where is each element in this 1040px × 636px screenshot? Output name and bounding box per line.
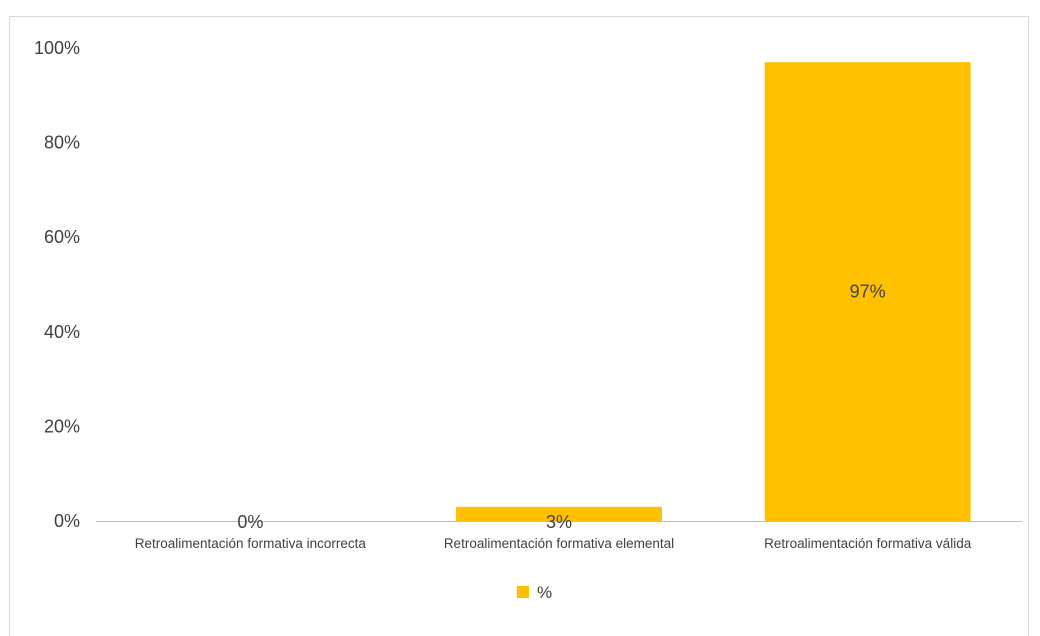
bar bbox=[764, 62, 971, 521]
x-category-label: Retroalimentación formativa incorrecta bbox=[135, 536, 367, 551]
data-label: 0% bbox=[237, 512, 263, 532]
x-axis-categories: Retroalimentación formativa incorrecta Re… bbox=[135, 536, 972, 551]
x-category-label: Retroalimentación formativa válida bbox=[764, 536, 972, 551]
y-tick-label: 100% bbox=[34, 38, 80, 58]
bars bbox=[456, 62, 971, 521]
y-tick-label: 80% bbox=[44, 133, 80, 153]
bar-chart: 0% 20% 40% 60% 80% 100% Retroalimentación for… bbox=[34, 38, 1022, 602]
data-label: 3% bbox=[546, 512, 572, 532]
data-label: 97% bbox=[850, 282, 886, 302]
y-tick-label: 40% bbox=[44, 322, 80, 342]
data-labels: 0% 3% 97% bbox=[237, 282, 885, 532]
y-axis-ticks: 0% 20% 40% 60% 80% 100% bbox=[34, 38, 80, 531]
legend-swatch bbox=[517, 586, 529, 598]
y-tick-label: 0% bbox=[54, 511, 80, 531]
legend: % bbox=[517, 583, 552, 602]
legend-label: % bbox=[537, 583, 552, 602]
chart-frame bbox=[9, 16, 1029, 636]
bar bbox=[456, 506, 662, 521]
y-tick-label: 20% bbox=[44, 416, 80, 436]
y-tick-label: 60% bbox=[44, 227, 80, 247]
x-category-label: Retroalimentación formativa elemental bbox=[444, 536, 674, 551]
